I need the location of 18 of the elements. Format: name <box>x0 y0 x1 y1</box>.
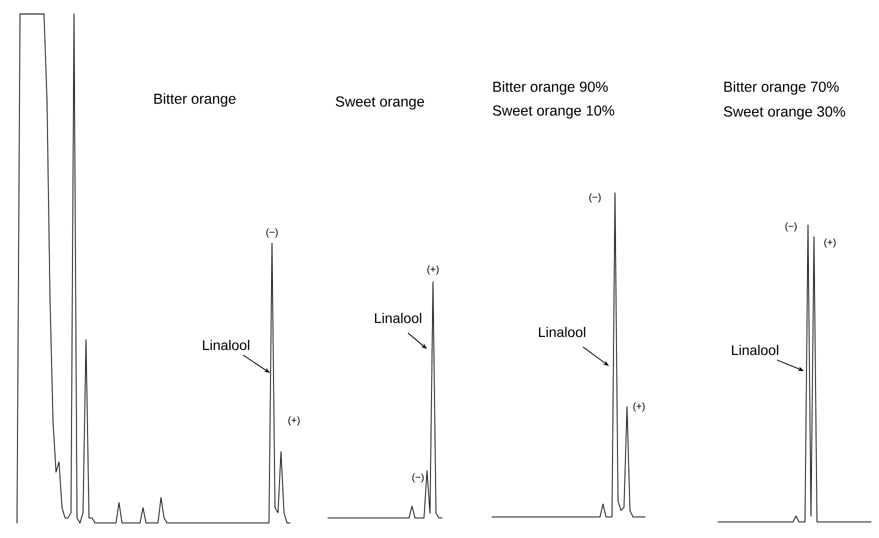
annotation: (−) <box>785 222 797 232</box>
chart-subtitle: Sweet orange 10% <box>492 105 614 119</box>
chart-title: Bitter orange 90% <box>493 81 608 95</box>
text: Bitter orange <box>154 93 236 107</box>
chart-title: Bitter orange 70% <box>724 81 839 95</box>
chart-subtitle: Sweet orange 30% <box>724 106 846 120</box>
annotation: (+) <box>824 238 836 248</box>
annotation: (−) <box>589 193 601 203</box>
annotation: (−) <box>412 473 424 483</box>
text: (+) <box>427 265 439 275</box>
annotation: Linalool <box>539 326 586 338</box>
annotation: Linalool <box>732 344 778 356</box>
annotation: (+) <box>633 402 645 412</box>
chart-title: Sweet orange <box>336 96 424 110</box>
annotation: Linalool <box>203 340 250 350</box>
annotation: Linalool <box>375 312 422 324</box>
annotation: (+) <box>288 416 300 426</box>
annotation: (−) <box>266 228 278 238</box>
